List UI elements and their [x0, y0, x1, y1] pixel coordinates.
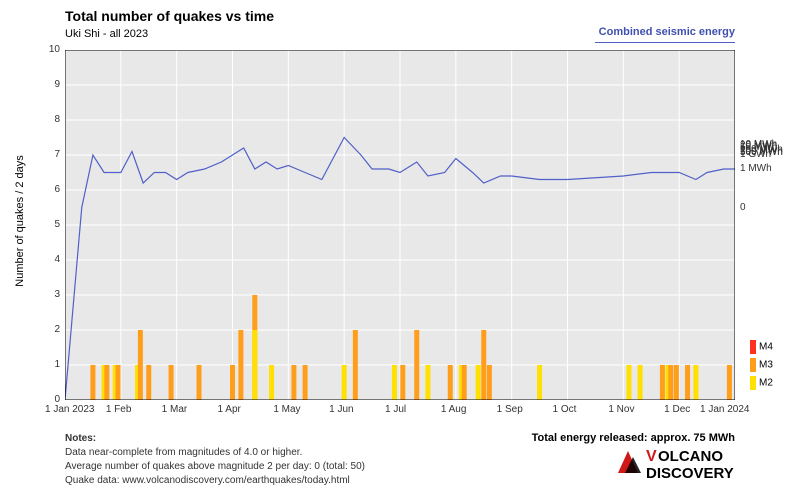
ytick-right: 0: [740, 202, 746, 213]
notes-line-3: Quake data: www.volcanodiscovery.com/ear…: [65, 475, 350, 486]
xtick: 1 Feb: [106, 404, 132, 415]
xtick: 1 May: [273, 404, 300, 415]
xtick: 1 Jun: [329, 404, 353, 415]
mag-legend-item: M2: [750, 376, 773, 390]
svg-text:V: V: [646, 448, 657, 465]
xtick: 1 Jul: [385, 404, 406, 415]
xtick: 1 Jan 2023: [45, 404, 95, 415]
svg-text:DISCOVERY: DISCOVERY: [646, 465, 734, 482]
xtick: 1 Nov: [608, 404, 634, 415]
ytick-left: 10: [49, 44, 60, 55]
ytick-right: 1 MWh: [740, 163, 772, 174]
ytick-left: 9: [54, 79, 60, 90]
notes-line-1: Data near-complete from magnitudes of 4.…: [65, 447, 302, 458]
xtick: 1 Sep: [497, 404, 523, 415]
mag-legend-item: M4: [750, 340, 773, 354]
notes-block: Notes: Data near-complete from magnitude…: [65, 432, 365, 488]
mag-label: M2: [759, 378, 773, 389]
mag-legend-item: M3: [750, 358, 773, 372]
xtick: 1 Dec: [664, 404, 690, 415]
ytick-left: 2: [54, 324, 60, 335]
y-axis-left-label: Number of quakes / 2 days: [14, 151, 26, 291]
chart-subtitle: Uki Shi - all 2023: [65, 28, 148, 40]
energy-legend-line: [595, 42, 735, 43]
ytick-left: 1: [54, 359, 60, 370]
xtick: 1 Aug: [441, 404, 467, 415]
ytick-left: 4: [54, 254, 60, 265]
ytick-right: 10 MWh: [740, 139, 777, 150]
ytick-left: 6: [54, 184, 60, 195]
ytick-left: 7: [54, 149, 60, 160]
mag-swatch: [750, 358, 756, 372]
energy-legend-title: Combined seismic energy: [599, 26, 735, 38]
notes-title: Notes:: [65, 433, 96, 444]
xtick: 1 Oct: [553, 404, 577, 415]
ytick-left: 5: [54, 219, 60, 230]
mag-swatch: [750, 376, 756, 390]
notes-line-2: Average number of quakes above magnitude…: [65, 461, 365, 472]
chart-title: Total number of quakes vs time: [65, 8, 274, 24]
mag-swatch: [750, 340, 756, 354]
svg-text:OLCANO: OLCANO: [658, 448, 723, 465]
xtick: 1 Mar: [162, 404, 188, 415]
volcano-discovery-logo: V OLCANO DISCOVERY: [610, 443, 780, 488]
xtick: 1 Jan 2024: [700, 404, 750, 415]
ytick-left: 8: [54, 114, 60, 125]
ytick-left: 3: [54, 289, 60, 300]
mag-label: M4: [759, 342, 773, 353]
xtick: 1 Apr: [218, 404, 241, 415]
mag-label: M3: [759, 360, 773, 371]
chart-plot: [65, 50, 735, 400]
